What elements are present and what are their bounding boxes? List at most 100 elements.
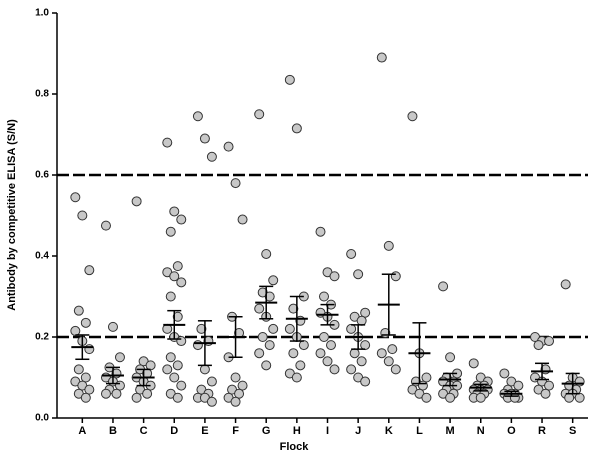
data-point [390, 271, 401, 282]
data-point [169, 372, 180, 383]
data-point [206, 151, 217, 162]
data-point [360, 307, 371, 318]
data-point [176, 336, 187, 347]
data-point [176, 277, 187, 288]
x-tick-label: G [262, 425, 271, 437]
data-point [376, 52, 387, 63]
y-tick-label: 0.8 [35, 89, 49, 100]
data-point [445, 352, 456, 363]
data-point [438, 281, 449, 292]
data-point [421, 372, 432, 383]
data-point [196, 323, 207, 334]
data-point [169, 271, 180, 282]
data-point [223, 141, 234, 152]
data-point [264, 291, 275, 302]
data-point [169, 206, 180, 217]
data-point [356, 356, 367, 367]
data-point [70, 192, 81, 203]
x-tick-label: R [538, 425, 546, 437]
data-point [390, 364, 401, 375]
data-point [199, 364, 210, 375]
x-tick-label: E [201, 425, 208, 437]
data-point [356, 315, 367, 326]
data-point [80, 392, 91, 403]
x-tick-label: F [232, 425, 239, 437]
data-point [165, 226, 176, 237]
data-point [326, 340, 336, 351]
data-point [284, 323, 295, 334]
x-tick-label: S [569, 425, 576, 437]
x-tick-label: H [293, 425, 301, 437]
data-point [315, 348, 326, 359]
data-point [264, 340, 275, 351]
data-point [298, 340, 309, 351]
data-point [360, 340, 371, 351]
data-point [383, 356, 394, 367]
data-point [80, 317, 91, 328]
data-point [560, 279, 571, 290]
x-tick-label: N [477, 425, 485, 437]
data-point [165, 291, 176, 302]
data-point [111, 388, 122, 399]
data-point [288, 303, 299, 314]
data-point [383, 240, 394, 251]
data-point [230, 178, 241, 189]
data-point [84, 384, 95, 395]
data-point [329, 364, 340, 375]
x-tick-label: J [355, 425, 361, 437]
data-point [261, 248, 272, 259]
x-tick-label: C [140, 425, 148, 437]
data-point [107, 321, 118, 332]
data-point [346, 323, 357, 334]
data-point [288, 348, 299, 359]
data-point [237, 380, 248, 391]
data-point [257, 332, 268, 342]
x-tick-label: B [109, 425, 117, 437]
data-point [84, 344, 95, 355]
data-point [131, 392, 142, 403]
data-point [230, 372, 241, 383]
data-point [291, 372, 302, 383]
x-tick-label: K [385, 425, 393, 437]
data-point [199, 133, 210, 144]
data-point [230, 396, 241, 407]
data-point [268, 323, 279, 334]
data-point [468, 358, 479, 369]
data-point [346, 364, 357, 375]
data-point [564, 392, 575, 403]
y-tick-label: 1.0 [35, 8, 49, 19]
data-point [261, 360, 272, 371]
data-point [254, 109, 265, 120]
data-point [315, 226, 326, 237]
data-point [165, 352, 176, 363]
y-tick-label: 0.0 [35, 413, 49, 424]
data-point [387, 344, 398, 355]
data-point [291, 123, 302, 134]
data-point [346, 248, 357, 259]
data-point [353, 269, 364, 280]
data-point [84, 265, 95, 276]
data-point [131, 196, 142, 207]
y-tick-label: 0.4 [35, 251, 49, 262]
data-point [100, 220, 111, 231]
data-point [192, 340, 203, 351]
x-tick-label: L [416, 425, 423, 437]
data-point [172, 311, 183, 322]
data-point [475, 392, 486, 403]
data-point [513, 380, 524, 391]
data-point [254, 303, 265, 314]
data-point [172, 360, 183, 371]
data-point [172, 261, 183, 272]
data-point [114, 352, 125, 363]
data-point [574, 392, 585, 403]
data-point [329, 271, 340, 282]
data-point [234, 388, 245, 399]
data-point [206, 396, 217, 407]
data-point [445, 392, 456, 403]
data-point [73, 305, 84, 316]
data-point [499, 368, 510, 379]
data-point [322, 356, 333, 367]
y-axis-label: Antibody by competitive ELISA (S/N) [6, 119, 18, 311]
data-point [376, 348, 387, 359]
